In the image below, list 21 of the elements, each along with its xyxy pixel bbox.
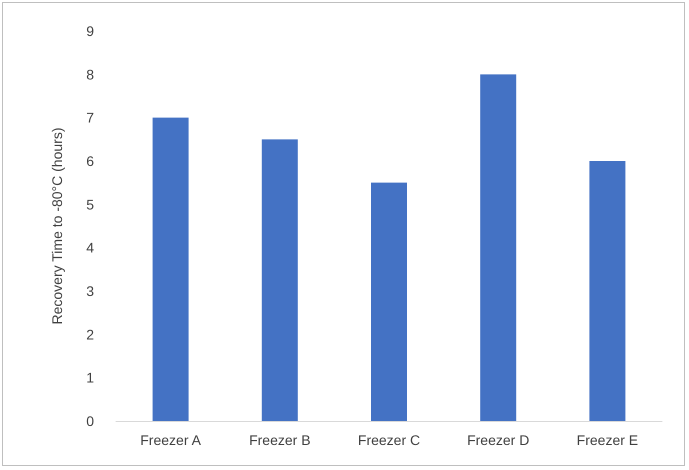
x-tick-label: Freezer C [358, 432, 420, 448]
x-tick-label: Freezer A [140, 432, 202, 448]
y-tick-label: 5 [86, 196, 94, 212]
bar [480, 74, 516, 421]
y-tick-label: 2 [86, 326, 94, 342]
y-tick-label: 7 [86, 110, 94, 126]
bar [589, 161, 626, 421]
bar [371, 182, 407, 421]
x-tick-label: Freezer E [576, 432, 638, 448]
y-tick-label: 1 [86, 370, 94, 386]
y-tick-label: 9 [86, 23, 94, 39]
y-tick-label: 0 [86, 413, 94, 429]
y-tick-label: 6 [86, 153, 94, 169]
bar [152, 118, 189, 421]
y-tick-label: 4 [86, 240, 94, 256]
bar [262, 139, 298, 421]
y-tick-label: 3 [86, 283, 94, 299]
x-tick-label: Freezer B [249, 432, 311, 448]
x-tick-label: Freezer D [467, 432, 530, 448]
y-tick-label: 8 [86, 66, 94, 82]
y-axis-title: Recovery Time to -80°C (hours) [49, 128, 65, 324]
